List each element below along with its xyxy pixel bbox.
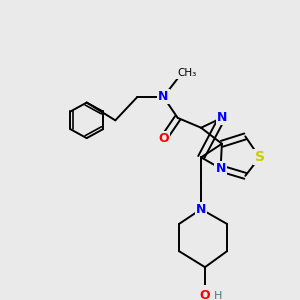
Text: S: S: [255, 150, 265, 164]
Text: O: O: [200, 289, 210, 300]
Text: N: N: [158, 90, 169, 104]
Text: O: O: [158, 132, 169, 145]
Text: N: N: [217, 111, 227, 124]
Text: N: N: [196, 203, 206, 216]
Text: H: H: [214, 290, 222, 300]
Text: N: N: [215, 162, 226, 175]
Text: CH₃: CH₃: [177, 68, 196, 79]
